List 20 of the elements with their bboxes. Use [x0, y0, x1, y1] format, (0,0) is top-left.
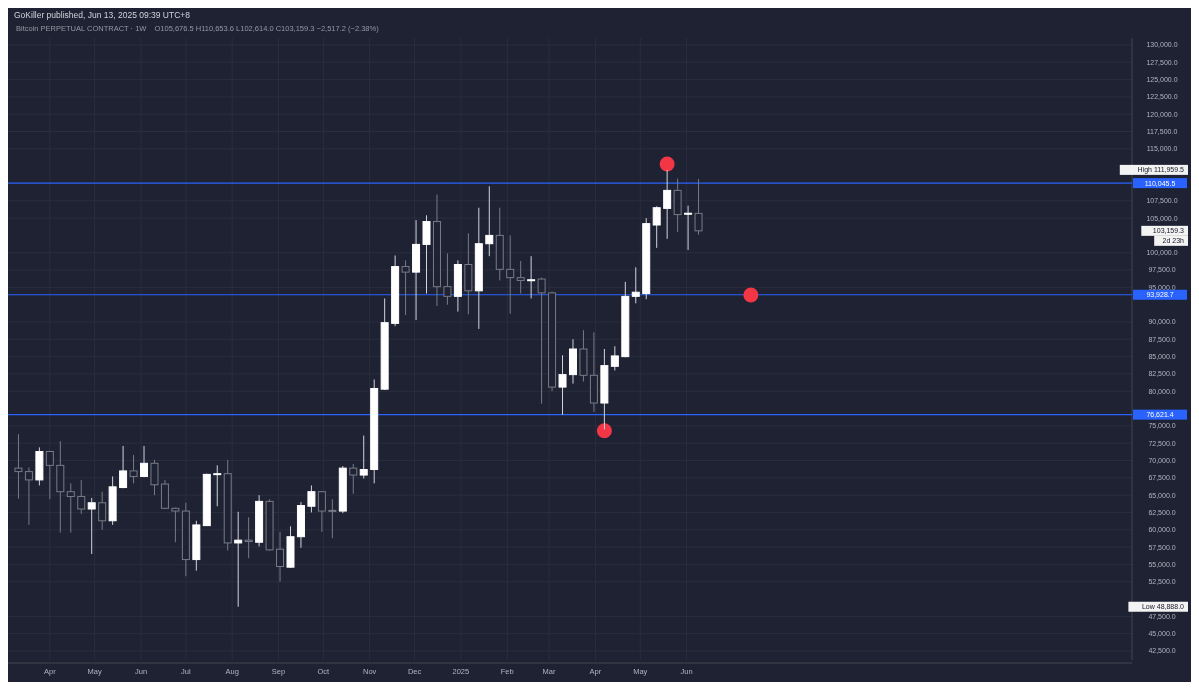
text: GoKiller published, Jun 13, 2025 09:39 UTC+8 [14, 10, 191, 20]
candlestick [663, 169, 672, 240]
candlestick [234, 511, 243, 608]
candlestick [359, 435, 368, 480]
point [596, 423, 612, 439]
candlestick [140, 445, 149, 478]
candlestick [631, 266, 640, 304]
candlestick [610, 345, 619, 371]
candlestick [213, 464, 222, 507]
candlestick [652, 205, 661, 249]
candlestick [307, 484, 316, 513]
candlestick [119, 445, 128, 489]
candlestick [422, 214, 431, 295]
candlestick [87, 497, 96, 555]
candlestick [527, 255, 536, 299]
candlestick [485, 185, 494, 257]
candlestick [558, 354, 567, 416]
point [659, 156, 675, 172]
point [743, 287, 759, 303]
candlestick [684, 205, 693, 251]
